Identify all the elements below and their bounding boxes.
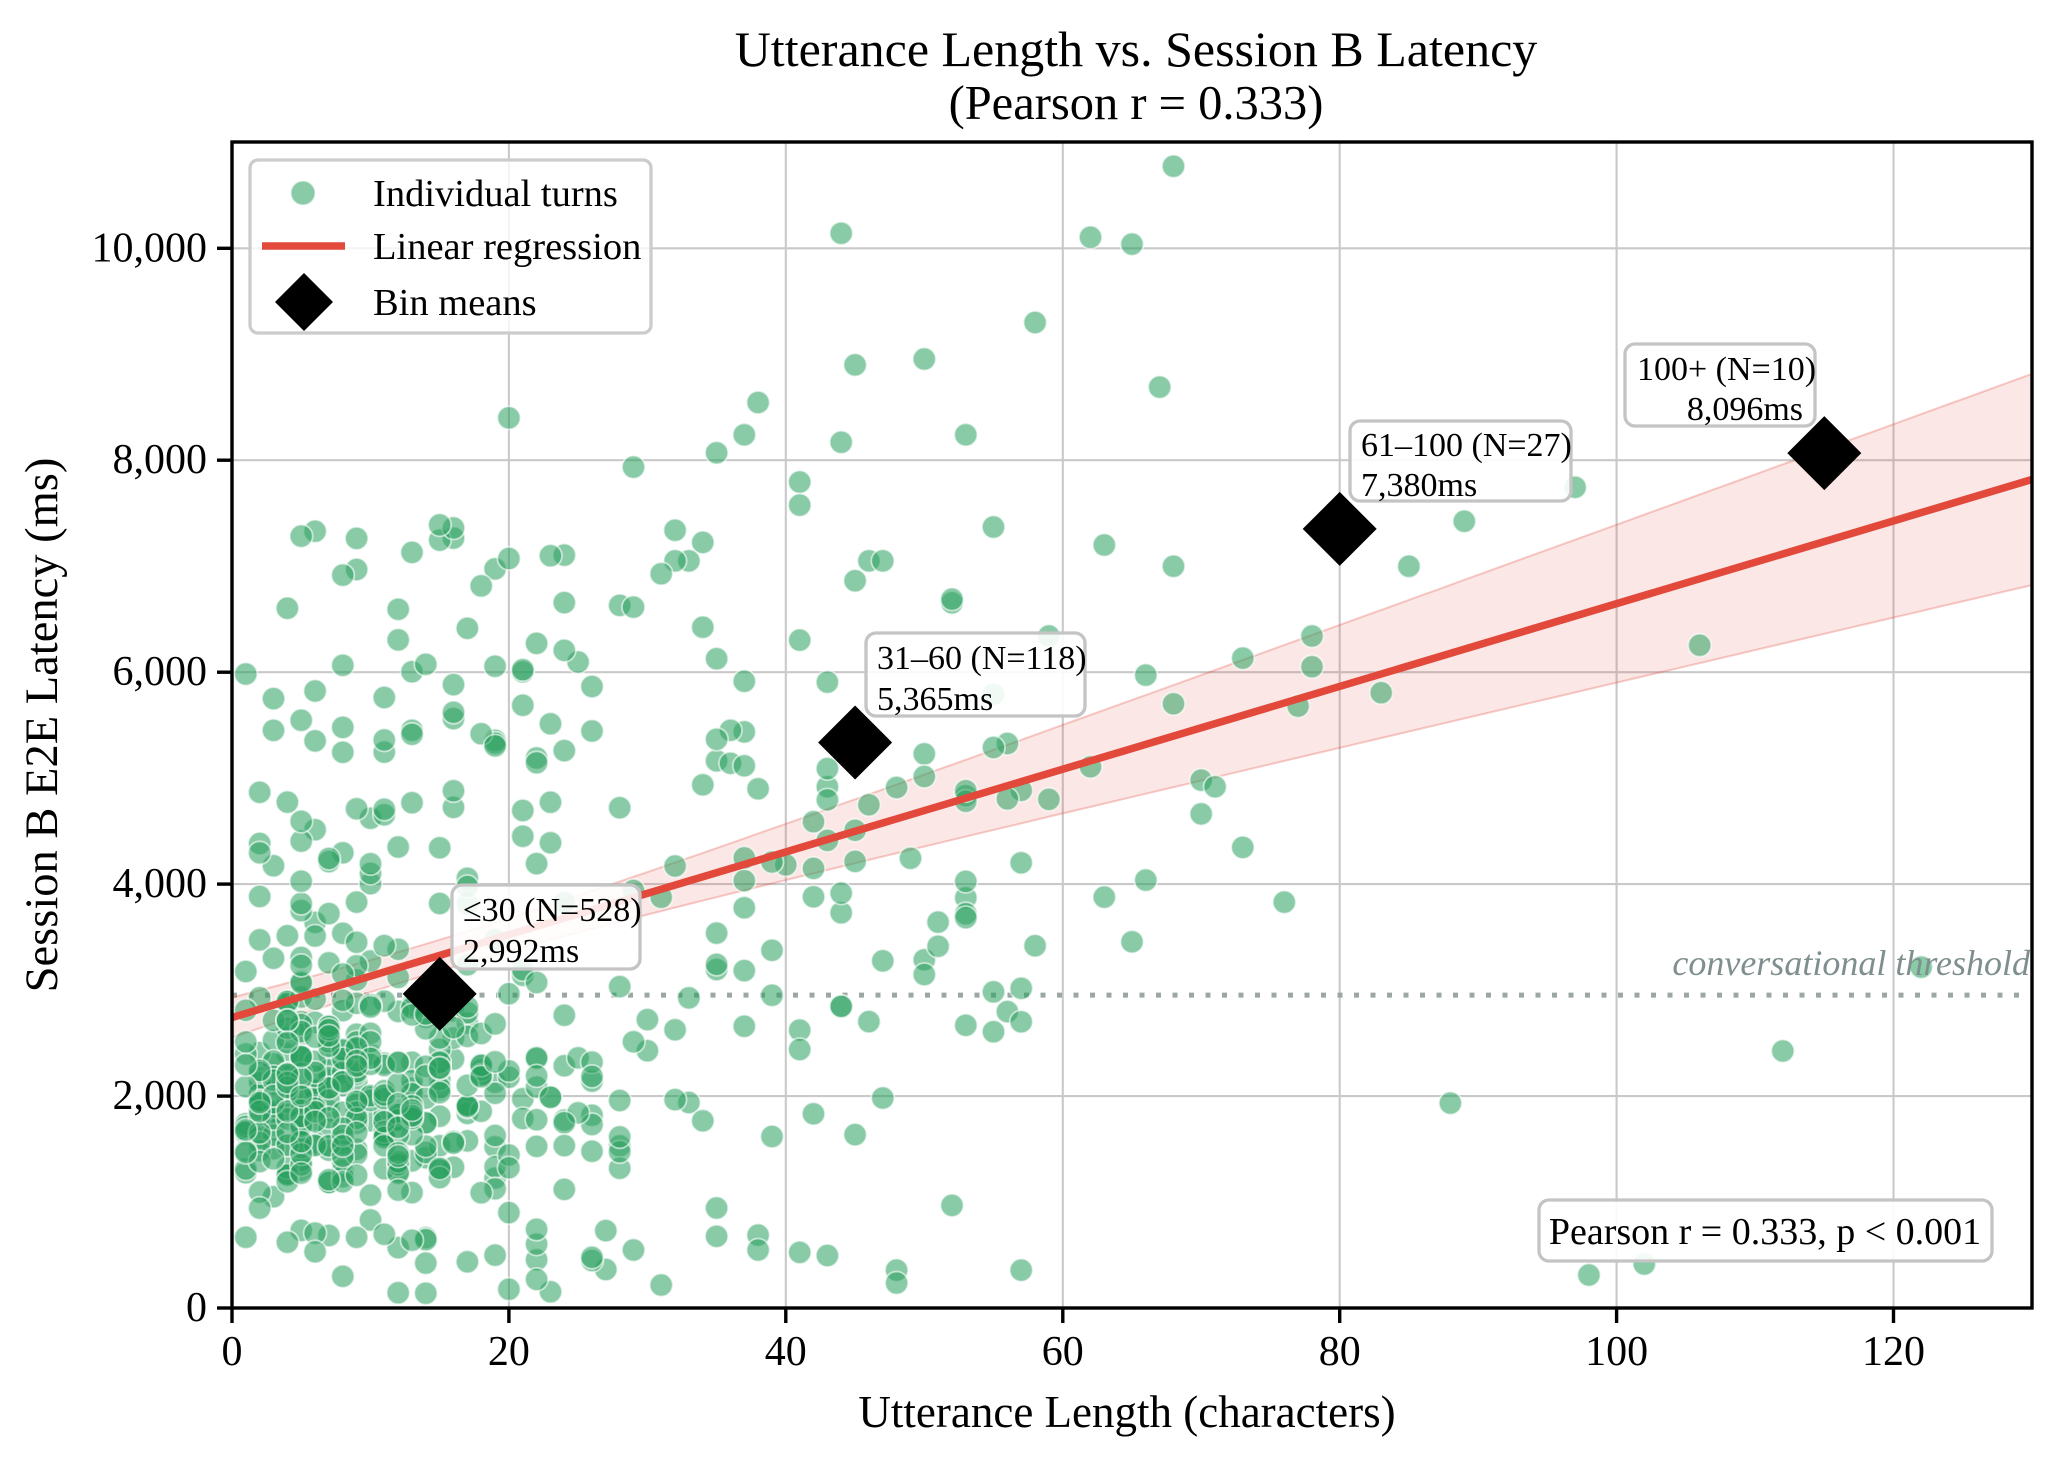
- svg-text:31–60 (N=118): 31–60 (N=118): [877, 640, 1087, 677]
- svg-text:Pearson r = 0.333, p < 0.001: Pearson r = 0.333, p < 0.001: [1549, 1211, 1981, 1253]
- svg-text:≤30 (N=528): ≤30 (N=528): [463, 892, 642, 929]
- svg-text:7,380ms: 7,380ms: [1361, 467, 1477, 504]
- svg-text:Session B E2E Latency (ms): Session B E2E Latency (ms): [17, 458, 68, 993]
- svg-text:61–100 (N=27): 61–100 (N=27): [1361, 427, 1572, 464]
- svg-text:100: 100: [1585, 1329, 1648, 1375]
- svg-text:2,992ms: 2,992ms: [463, 933, 579, 970]
- svg-text:60: 60: [1042, 1329, 1084, 1375]
- svg-text:100+ (N=10): 100+ (N=10): [1637, 351, 1816, 388]
- svg-text:10,000: 10,000: [92, 225, 208, 271]
- svg-text:Individual turns: Individual turns: [373, 173, 618, 215]
- svg-text:4,000: 4,000: [113, 861, 208, 907]
- svg-text:5,365ms: 5,365ms: [877, 681, 993, 718]
- svg-text:6,000: 6,000: [113, 649, 208, 695]
- svg-text:Bin means: Bin means: [373, 282, 537, 324]
- svg-text:80: 80: [1319, 1329, 1361, 1375]
- svg-text:Utterance Length (characters): Utterance Length (characters): [858, 1387, 1395, 1437]
- svg-text:0: 0: [186, 1285, 207, 1331]
- svg-text:8,096ms: 8,096ms: [1687, 391, 1803, 428]
- svg-text:Utterance Length vs. Session B: Utterance Length vs. Session B Latency: [735, 21, 1538, 77]
- svg-text:Linear regression: Linear regression: [373, 226, 641, 268]
- svg-text:(Pearson r = 0.333): (Pearson r = 0.333): [949, 77, 1324, 130]
- svg-text:conversational threshold: conversational threshold: [1672, 943, 2031, 983]
- svg-text:20: 20: [488, 1329, 530, 1375]
- svg-text:2,000: 2,000: [113, 1073, 208, 1119]
- svg-text:40: 40: [765, 1329, 807, 1375]
- svg-text:8,000: 8,000: [113, 437, 208, 483]
- svg-text:0: 0: [222, 1329, 243, 1375]
- svg-text:120: 120: [1862, 1329, 1925, 1375]
